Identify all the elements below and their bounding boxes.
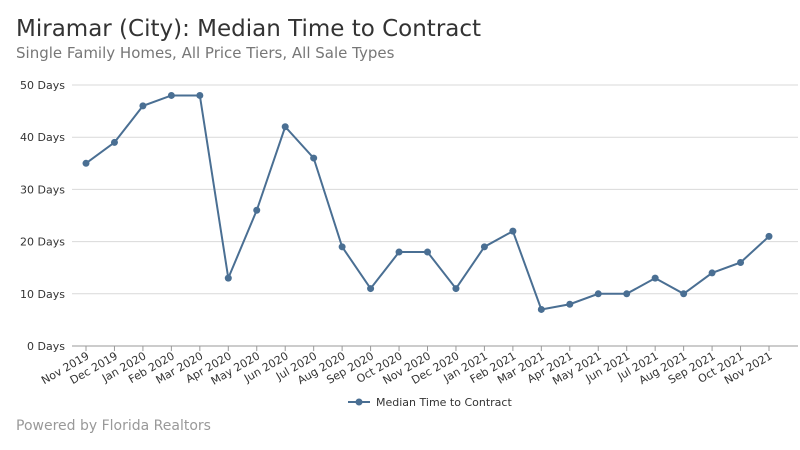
data-point — [367, 285, 375, 293]
data-point — [594, 290, 602, 298]
series-line — [85, 94, 770, 311]
legend-label: Median Time to Contract — [376, 396, 512, 409]
data-point — [196, 91, 204, 99]
legend-marker — [355, 398, 363, 406]
y-tick-label: 40 Days — [20, 131, 65, 144]
data-point — [480, 243, 488, 251]
y-tick-label: 30 Days — [20, 183, 65, 196]
powered-by-footer[interactable]: Powered by Florida Realtors — [16, 418, 211, 434]
y-tick-label: 0 Days — [27, 340, 65, 353]
chart-subtitle: Single Family Homes, All Price Tiers, Al… — [16, 44, 395, 62]
data-point — [623, 290, 631, 298]
y-tick-label: 20 Days — [20, 236, 65, 249]
data-point — [737, 258, 745, 266]
data-point — [537, 305, 545, 313]
data-point — [82, 159, 90, 167]
data-point — [395, 248, 403, 256]
data-point — [224, 274, 232, 282]
data-point — [167, 91, 175, 99]
data-point — [310, 154, 318, 162]
y-tick-label: 10 Days — [20, 288, 65, 301]
data-point — [110, 138, 118, 146]
data-point — [253, 206, 261, 214]
data-point — [139, 102, 147, 110]
data-point — [338, 243, 346, 251]
data-point — [651, 274, 659, 282]
chart-title: Miramar (City): Median Time to Contract — [16, 16, 482, 42]
data-point — [424, 248, 431, 256]
data-point — [708, 269, 716, 277]
data-point — [765, 232, 773, 240]
data-point — [452, 285, 460, 293]
data-point — [680, 290, 688, 298]
data-point — [566, 300, 574, 308]
data-point — [509, 227, 517, 235]
data-point — [281, 123, 289, 131]
y-tick-label: 50 Days — [20, 79, 65, 92]
